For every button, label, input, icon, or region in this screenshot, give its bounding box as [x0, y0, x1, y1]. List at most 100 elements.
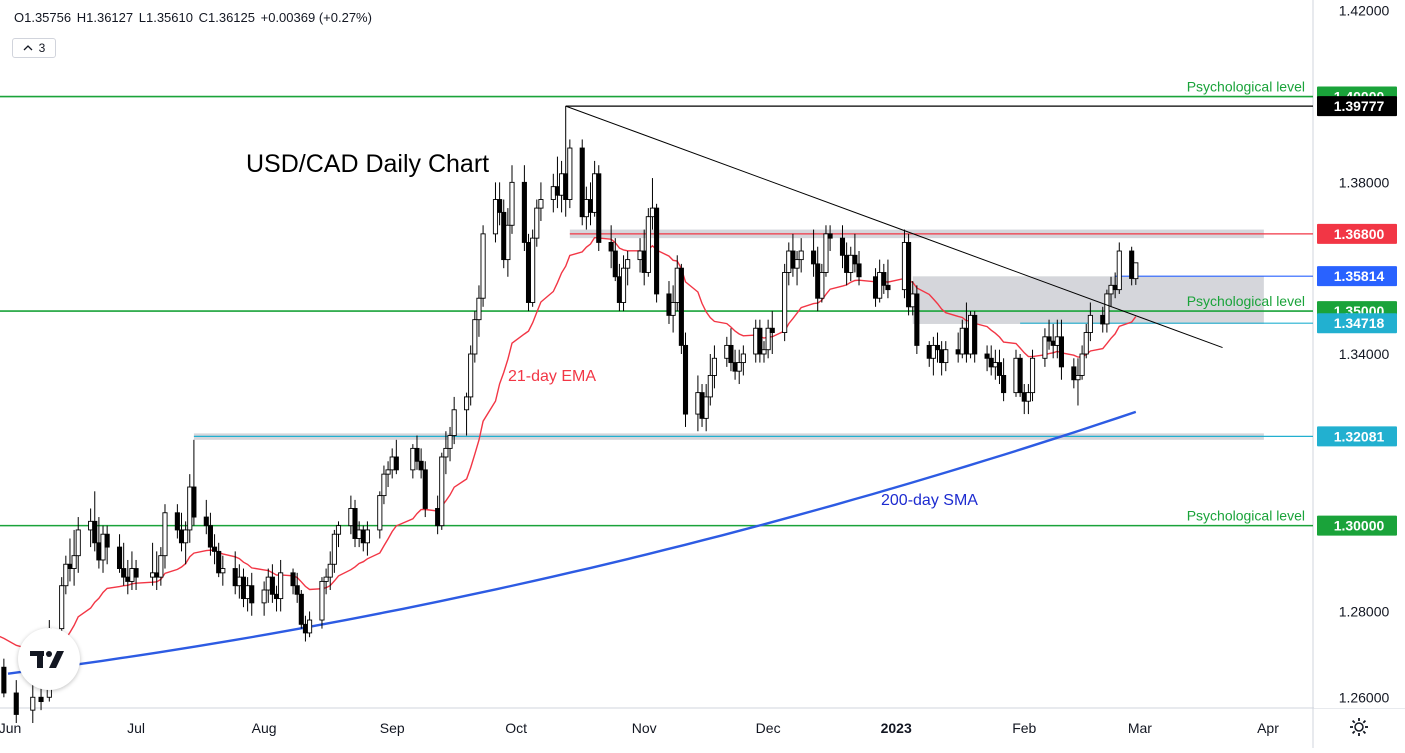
- candle[interactable]: [530, 229, 536, 307]
- candle[interactable]: [212, 534, 218, 565]
- candle[interactable]: [579, 139, 585, 226]
- candle[interactable]: [381, 465, 387, 505]
- candle[interactable]: [207, 512, 213, 556]
- candle[interactable]: [364, 521, 370, 556]
- candle[interactable]: [278, 559, 284, 612]
- candle[interactable]: [1083, 323, 1089, 359]
- candle[interactable]: [567, 139, 573, 209]
- candle[interactable]: [881, 263, 887, 294]
- candle[interactable]: [75, 517, 81, 573]
- candle[interactable]: [972, 311, 978, 363]
- candle[interactable]: [930, 336, 936, 376]
- candle[interactable]: [261, 581, 267, 616]
- candle[interactable]: [220, 555, 226, 586]
- candle[interactable]: [30, 684, 36, 724]
- candle[interactable]: [216, 542, 222, 578]
- candle[interactable]: [1087, 302, 1093, 342]
- candle[interactable]: [678, 263, 684, 354]
- candle[interactable]: [162, 504, 168, 569]
- candle[interactable]: [393, 439, 399, 475]
- candle[interactable]: [596, 165, 602, 252]
- candle[interactable]: [1071, 358, 1077, 389]
- candle[interactable]: [1104, 289, 1110, 333]
- candle[interactable]: [116, 534, 123, 573]
- candle[interactable]: [414, 435, 420, 470]
- candle[interactable]: [534, 199, 540, 247]
- candle[interactable]: [525, 233, 532, 312]
- candle[interactable]: [1075, 358, 1081, 406]
- candle[interactable]: [492, 182, 499, 243]
- candle[interactable]: [856, 251, 862, 286]
- candle[interactable]: [823, 225, 829, 277]
- candle[interactable]: [943, 341, 949, 372]
- candle[interactable]: [327, 551, 333, 590]
- candle[interactable]: [682, 332, 689, 427]
- candle[interactable]: [183, 521, 189, 565]
- candle[interactable]: [447, 426, 453, 462]
- candle[interactable]: [418, 448, 424, 479]
- candle[interactable]: [63, 555, 69, 595]
- candle[interactable]: [711, 345, 717, 389]
- candle[interactable]: [439, 452, 445, 530]
- candle[interactable]: [934, 332, 941, 363]
- candle[interactable]: [625, 251, 631, 286]
- candle[interactable]: [331, 529, 337, 573]
- candle[interactable]: [1029, 349, 1036, 402]
- candle[interactable]: [885, 259, 891, 299]
- candle[interactable]: [736, 349, 742, 385]
- candle[interactable]: [174, 504, 180, 539]
- candle[interactable]: [765, 319, 771, 359]
- candle[interactable]: [914, 285, 920, 354]
- candle[interactable]: [645, 208, 651, 277]
- candle[interactable]: [757, 319, 763, 363]
- candle[interactable]: [852, 233, 858, 273]
- candle[interactable]: [984, 345, 990, 372]
- candle[interactable]: [497, 182, 503, 226]
- candle[interactable]: [307, 611, 313, 638]
- candle[interactable]: [71, 529, 77, 586]
- candle[interactable]: [385, 461, 391, 488]
- candle[interactable]: [451, 396, 457, 445]
- candle[interactable]: [740, 345, 746, 376]
- candle[interactable]: [377, 491, 383, 539]
- candles-layer[interactable]: [0, 105, 1139, 724]
- candle[interactable]: [505, 208, 511, 277]
- candle[interactable]: [443, 431, 449, 475]
- candle[interactable]: [290, 568, 296, 595]
- candle[interactable]: [104, 525, 110, 565]
- candle[interactable]: [996, 349, 1003, 385]
- candle[interactable]: [509, 165, 515, 234]
- candle[interactable]: [335, 521, 342, 548]
- candle[interactable]: [670, 285, 676, 333]
- candle[interactable]: [121, 542, 127, 586]
- indicators-toggle-button[interactable]: 3: [12, 38, 56, 58]
- candle[interactable]: [464, 392, 470, 436]
- candle[interactable]: [819, 263, 825, 303]
- price-axis[interactable]: 1.26000 1.28000 1.30000 1.34000 1.38000 1.420…: [1314, 0, 1405, 708]
- candle[interactable]: [608, 225, 614, 269]
- candle[interactable]: [654, 203, 660, 303]
- candle[interactable]: [827, 225, 833, 252]
- tradingview-logo-icon[interactable]: [18, 628, 80, 690]
- time-axis[interactable]: Jun Jul Aug Sep Oct Nov Dec 2023 Feb Mar Apr: [0, 720, 1279, 736]
- candle[interactable]: [620, 255, 627, 312]
- candle[interactable]: [761, 341, 767, 363]
- candle[interactable]: [319, 577, 325, 629]
- candle[interactable]: [191, 439, 197, 526]
- candle[interactable]: [1046, 319, 1052, 350]
- candle[interactable]: [476, 285, 482, 337]
- candle[interactable]: [782, 263, 788, 342]
- candle[interactable]: [13, 680, 19, 724]
- candle[interactable]: [352, 499, 358, 548]
- candle[interactable]: [472, 311, 478, 363]
- candle[interactable]: [906, 233, 912, 316]
- candle[interactable]: [612, 238, 618, 282]
- candle[interactable]: [1017, 354, 1023, 397]
- candle[interactable]: [794, 251, 800, 286]
- candle[interactable]: [59, 577, 65, 638]
- candle[interactable]: [1133, 262, 1139, 285]
- candle[interactable]: [1116, 242, 1122, 294]
- candle[interactable]: [811, 229, 817, 277]
- candle[interactable]: [158, 547, 164, 586]
- gear-icon[interactable]: [1346, 714, 1372, 740]
